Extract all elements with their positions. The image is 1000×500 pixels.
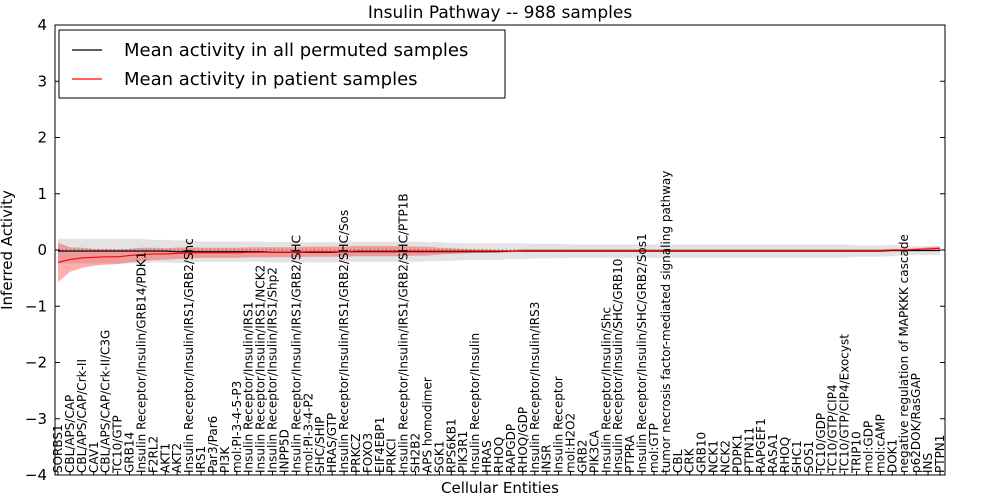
x-tick-label: TRIP10 — [850, 431, 864, 474]
x-tick-label: HRAS — [480, 440, 494, 473]
y-tick-label: 2 — [37, 129, 47, 147]
y-tick-label: 1 — [37, 185, 47, 203]
x-tick-label: RAPGDP — [504, 424, 518, 473]
x-tick-label: AKT1 — [158, 443, 172, 473]
x-tick-label: RASA1 — [766, 433, 780, 473]
x-tick-label: CRK — [683, 447, 697, 473]
x-tick-label: mol:PI-3-4-5-P3 — [230, 381, 244, 473]
x-axis: SORBS1CBL/APS/CAPCBL/APS/CAP/Crk-IICAV1C… — [51, 171, 947, 475]
y-tick-label: −4 — [25, 466, 47, 484]
x-tick-label: Insulin Receptor/Insulin — [468, 333, 482, 473]
x-tick-label: PDPK1 — [730, 434, 744, 473]
y-axis-label: Inferred Activity — [0, 190, 16, 310]
x-tick-label: F2RL2 — [146, 436, 160, 473]
x-tick-label: mol:cAMP — [873, 414, 887, 473]
x-tick-label: IRS1 — [194, 446, 208, 473]
line-patient — [57, 247, 941, 263]
x-tick-label: Insulin Receptor/Insulin/IRS3 — [528, 302, 542, 473]
x-tick-label: SGK1 — [432, 441, 446, 473]
x-tick-label: mol:H2O2 — [564, 413, 578, 473]
x-tick-label: INS — [921, 453, 935, 473]
x-tick-label: mol:PI-3-4-P2 — [301, 393, 315, 473]
x-tick-label: PTPN1 — [933, 435, 947, 473]
x-tick-label: PIK3R1 — [456, 431, 470, 473]
x-tick-label: SH2B2 — [409, 433, 423, 473]
x-tick-label: HRAS/GTP — [325, 413, 339, 473]
x-tick-label: AKT2 — [170, 443, 184, 473]
x-tick-label: TC10/GDP — [814, 413, 828, 474]
x-tick-label: PRKCZ — [349, 434, 363, 473]
legend: Mean activity in all permuted samples Me… — [58, 29, 506, 99]
x-tick-label: PTPRA — [623, 434, 637, 473]
x-tick-label: RHOQ — [778, 437, 792, 473]
x-tick-label: Insulin Receptor/Insulin/IRS1/NCK2 — [254, 265, 268, 473]
x-tick-label: NCK1 — [707, 440, 721, 473]
x-tick-label: SHC1 — [790, 440, 804, 473]
y-tick-label: −2 — [25, 354, 47, 372]
x-tick-label: Insulin Receptor/Insulin/IRS1/GRB2/SHC/S… — [337, 210, 351, 473]
x-tick-label: TC10/GTP/CIP4/Exocyst — [838, 334, 852, 474]
x-tick-label: SORBS1 — [51, 424, 65, 473]
x-tick-label: Insulin Receptor/Insulin/SHC/GRB2/Sos1 — [635, 233, 649, 473]
x-tick-label: TC10/GTP/CIP4 — [826, 384, 840, 474]
x-tick-label: GRB2 — [575, 439, 589, 473]
x-axis-label: Cellular Entities — [441, 479, 559, 497]
y-axis: −4 −3 −2 −1 0 1 2 3 4 — [25, 16, 945, 484]
x-tick-label: Insulin Receptor/Insulin/IRS1/Shp2 — [266, 267, 280, 473]
x-tick-label: SOS1 — [802, 441, 816, 473]
x-tick-label: PTPN11 — [742, 427, 756, 473]
x-tick-label: CBL/APS/CAP — [63, 395, 77, 473]
x-tick-label: INSR — [540, 445, 554, 473]
x-tick-label: CBL — [671, 449, 685, 473]
x-tick-label: TC10/GTP — [111, 415, 125, 474]
x-tick-label: CBL/APS/CAP/Crk-II/C3G — [99, 330, 113, 473]
x-tick-label: tumor necrosis factor-mediated signaling… — [659, 171, 673, 473]
x-tick-label: Insulin Receptor/Insulin/GRB14/PDK1 — [134, 252, 148, 473]
x-tick-label: mol:GTP — [647, 423, 661, 473]
x-tick-label: CAV1 — [87, 441, 101, 473]
x-tick-label: DOK1 — [885, 439, 899, 473]
legend-box — [58, 29, 506, 99]
y-tick-label: 3 — [37, 72, 47, 90]
x-tick-label: INPP5D — [278, 429, 292, 473]
x-tick-label: PI3K — [218, 446, 232, 473]
y-tick-label: −3 — [25, 410, 47, 428]
x-tick-label: negative regulation of MAPKKK cascade — [897, 234, 911, 473]
x-tick-label: Insulin Receptor — [552, 376, 566, 473]
x-tick-label: Insulin Receptor/Insulin/IRS1/GRB2/SHC — [289, 235, 303, 473]
x-tick-label: Par3/Par6 — [206, 416, 220, 473]
x-tick-label: CBL/APS/CAP/Crk-II — [75, 359, 89, 473]
x-tick-label: RAPGEF1 — [754, 418, 768, 473]
x-tick-label: GRB10 — [695, 432, 709, 473]
x-tick-label: Insulin Receptor/Insulin/SHC/GRB10 — [611, 259, 625, 473]
x-tick-label: Insulin Receptor/Insulin/Shc — [599, 307, 613, 473]
x-tick-label: RHOQ/GDP — [516, 407, 530, 473]
chart-title: Insulin Pathway -- 988 samples — [368, 3, 633, 23]
y-tick-label: 0 — [37, 241, 47, 259]
x-tick-label: EIF4EBP1 — [373, 417, 387, 473]
y-tick-label: 4 — [37, 16, 47, 34]
x-tick-label: NCK2 — [719, 440, 733, 473]
x-tick-label: RHOQ — [492, 437, 506, 473]
x-tick-label: RPS6KB1 — [444, 418, 458, 473]
x-tick-label: GRB14 — [123, 432, 137, 473]
x-tick-label: Insulin Receptor/Insulin/IRS1/GRB2/SHC/P… — [397, 193, 411, 473]
series-lines — [57, 247, 941, 263]
x-tick-label: mol:GDP — [862, 421, 876, 473]
legend-label-patient: Mean activity in patient samples — [124, 69, 418, 90]
legend-label-permuted: Mean activity in all permuted samples — [124, 40, 468, 61]
x-tick-label: PIK3CA — [587, 429, 601, 473]
x-tick-label: FOXO3 — [361, 433, 375, 473]
x-tick-label: APS homodimer — [421, 377, 435, 473]
x-tick-label: PRKCI — [385, 438, 399, 473]
x-tick-label: Insulin Receptor/Insulin/IRS1 — [242, 302, 256, 473]
x-tick-label: SHC/SHIP — [313, 417, 327, 473]
x-tick-label: Insulin Receptor/Insulin/IRS1/GRB2/Shc — [182, 238, 196, 473]
x-tick-label: p62DOK/RasGAP — [909, 373, 923, 473]
y-tick-label: −1 — [25, 297, 47, 315]
